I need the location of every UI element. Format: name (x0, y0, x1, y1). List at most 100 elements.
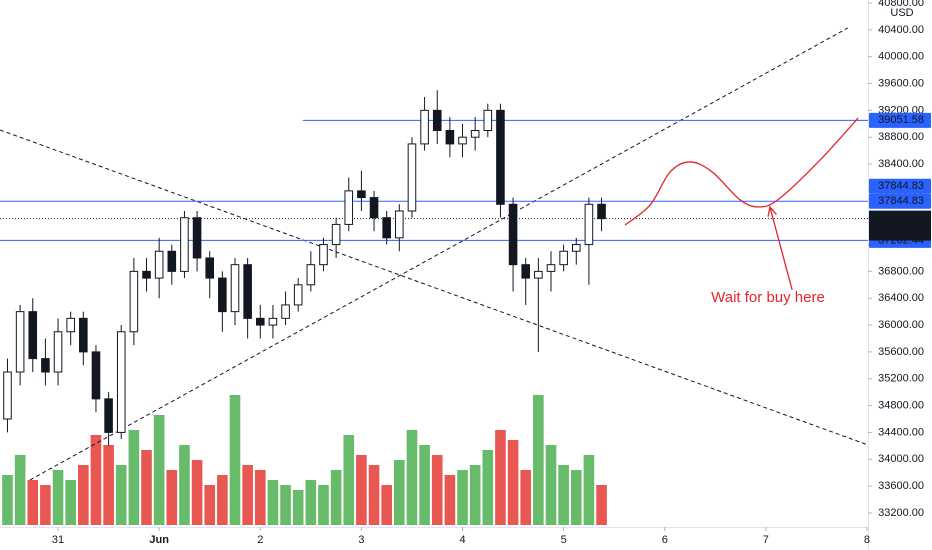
y-tick-label: 40000.00 (878, 51, 924, 63)
y-tick-label: 36000.00 (878, 319, 924, 331)
x-tick-label: 31 (52, 534, 64, 546)
candle-body (546, 264, 556, 272)
candle-body (3, 371, 12, 420)
candle-body (53, 331, 63, 373)
candle-body (306, 264, 316, 286)
level-label-box (869, 112, 931, 128)
candle-body (116, 331, 126, 433)
candle-body (483, 109, 493, 131)
volume-bar (368, 465, 380, 525)
volume-bar (14, 455, 26, 525)
candle-body (369, 197, 379, 219)
y-tick-label: 33200.00 (878, 507, 924, 519)
volume-bar (27, 480, 39, 525)
x-tick-label: 5 (561, 534, 567, 546)
candle-body (445, 129, 455, 145)
volume-bar (52, 470, 64, 525)
candle-body (357, 190, 366, 199)
volume-bar (457, 470, 468, 525)
candle-body (230, 264, 240, 313)
volume-bar (90, 435, 102, 525)
volume-bar (318, 485, 329, 525)
volume-bar (330, 470, 342, 525)
y-tick-label: 36800.00 (878, 265, 924, 277)
volume-bar (103, 445, 114, 525)
volume-bar (469, 465, 481, 525)
candle-body (559, 250, 568, 266)
volume-bar (179, 445, 190, 525)
candle-body (496, 109, 505, 205)
volume-bar (533, 395, 544, 525)
y-tick-label: 38400.00 (878, 158, 924, 170)
candle-body (319, 244, 328, 266)
volume-bar (406, 430, 418, 525)
candle-body (344, 190, 354, 225)
x-tick-label: 4 (459, 534, 465, 546)
volume-bar (254, 470, 266, 525)
candle-body (79, 317, 88, 353)
volume-bar (305, 480, 317, 525)
volume-bar (292, 490, 304, 525)
candle-body (534, 270, 543, 279)
x-tick-label: 6 (662, 534, 668, 546)
candle-body (66, 317, 75, 333)
candle-body (508, 203, 518, 266)
y-tick-label: 34400.00 (878, 426, 924, 438)
level-label: 39051.58 (878, 114, 924, 126)
x-tick-label: 7 (763, 534, 769, 546)
volume-bar (217, 475, 228, 525)
volume-bar (2, 475, 13, 525)
drawings (0, 27, 869, 481)
volume-bar (280, 485, 291, 525)
volume-bar (153, 415, 165, 525)
candle-body (205, 257, 215, 279)
countdown: 32:13 (876, 227, 904, 239)
candle-body (180, 217, 189, 272)
candle-body (28, 311, 38, 360)
candle-body (243, 264, 252, 319)
y-tick-label: 39600.00 (878, 77, 924, 89)
candles (3, 90, 606, 446)
volume-bar (343, 435, 355, 525)
candle-body (268, 317, 278, 326)
arrow (767, 205, 793, 291)
axes: 33200.00 33600.00 34000.00 34400.00 34800.00… (52, 0, 931, 546)
y-tick-label: 35200.00 (878, 373, 924, 385)
y-tick-label: 33600.00 (878, 480, 924, 492)
candle-body (142, 270, 151, 279)
volume-bar (444, 475, 456, 525)
candle-body (584, 203, 594, 246)
volume-bar (583, 455, 595, 525)
candle-body (192, 217, 202, 259)
candle-body (382, 217, 391, 239)
candle-body (470, 129, 480, 138)
volume-bar (394, 460, 405, 525)
y-tick-label: 34800.00 (878, 399, 924, 411)
level-label: 37844.83 (878, 195, 924, 207)
level-label-box (869, 193, 931, 209)
volume-bar (115, 465, 127, 525)
volume-pane (2, 395, 607, 525)
candle-body (571, 244, 581, 252)
candle-body (420, 109, 429, 145)
x-tick-label: 3 (358, 534, 364, 546)
candle-body (281, 304, 290, 319)
candle-body (458, 136, 467, 145)
candle-body (521, 264, 531, 279)
x-tick-label: Jun (149, 534, 169, 546)
projection-curve (624, 117, 859, 226)
level-label-box (869, 178, 931, 194)
volume-bar (356, 455, 367, 525)
volume-bar (596, 485, 607, 525)
last-price-label: 37586.57 (878, 213, 924, 225)
candle-body (432, 109, 442, 131)
volume-bar (558, 465, 569, 525)
candle-body (154, 250, 164, 279)
candle-body (293, 284, 303, 306)
candle-body (15, 311, 25, 373)
volume-bar (65, 480, 76, 525)
volume-bar (507, 440, 519, 525)
candle-body (218, 277, 227, 313)
